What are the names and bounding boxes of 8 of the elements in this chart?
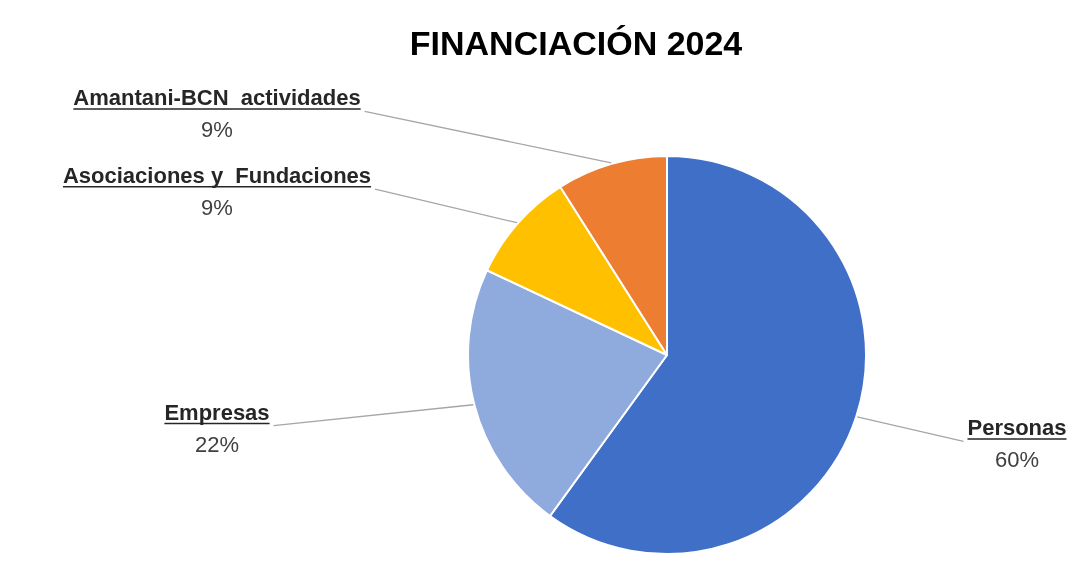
chart-title: FINANCIACIÓN 2024: [409, 24, 743, 63]
data-label: 9%: [201, 195, 233, 221]
data-label: 22%: [194, 431, 240, 457]
data-label: 60%: [994, 447, 1040, 473]
data-label: 9%: [201, 117, 233, 143]
slice-label: Amantani-BCN actividades: [73, 85, 361, 111]
slice-label: Empresas: [164, 399, 270, 425]
slice-label: Personas: [967, 415, 1067, 441]
